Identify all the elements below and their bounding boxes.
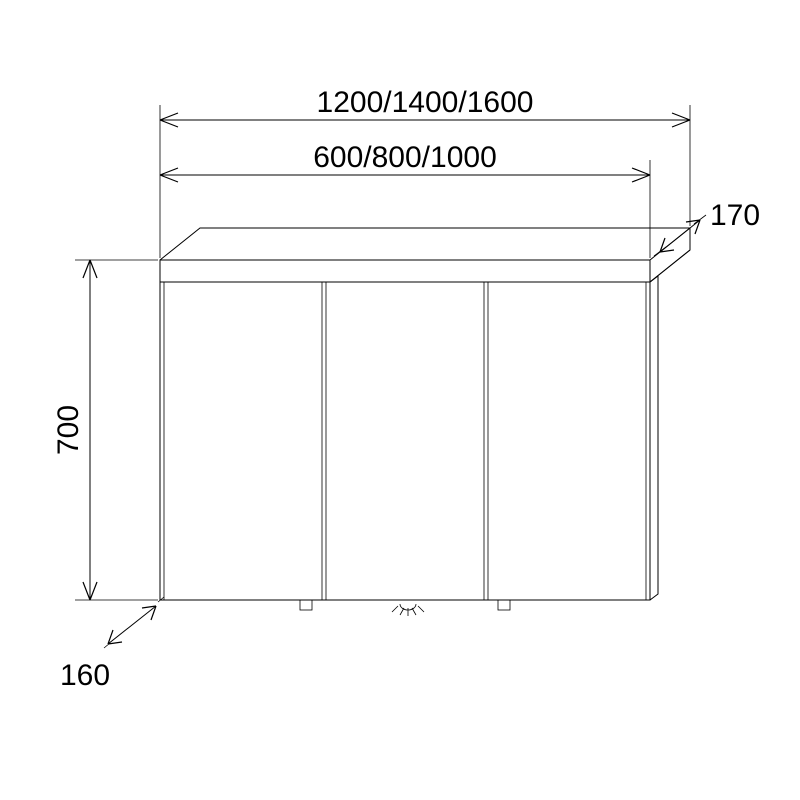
dim-width-outer-label: 1200/1400/1600 [317, 86, 534, 119]
cabinet-front-body [160, 282, 650, 600]
foot-right [498, 600, 510, 610]
cabinet-top-back-edge [160, 228, 690, 282]
cabinet-top-slab-front [160, 260, 650, 282]
dim-width-inner-label: 600/800/1000 [313, 141, 497, 174]
cabinet [160, 228, 690, 616]
dim-height-label: 700 [52, 405, 85, 455]
dim-height-left: 700 [52, 260, 158, 600]
light-icon [392, 604, 424, 616]
dim-width-inner: 600/800/1000 [160, 141, 650, 258]
dim-depth-left: 160 [60, 597, 164, 692]
dim-depth-left-label: 160 [60, 659, 110, 692]
cabinet-right-side-sliver [650, 276, 658, 600]
technical-drawing: 1200/1400/1600 600/800/1000 170 700 [0, 0, 800, 800]
dim-depth-right-label: 170 [710, 199, 760, 232]
foot-left [300, 600, 312, 610]
bottom-details [300, 600, 510, 616]
